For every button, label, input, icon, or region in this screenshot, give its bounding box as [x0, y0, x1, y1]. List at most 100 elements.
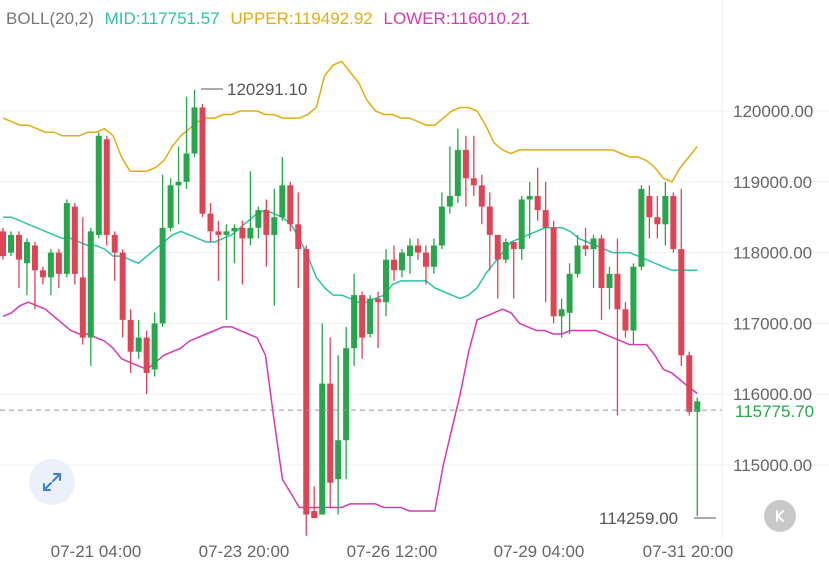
- candle: [247, 171, 254, 246]
- candle: [670, 192, 677, 253]
- candle: [151, 312, 158, 377]
- candle: [598, 234, 605, 320]
- band-mid: [3, 209, 698, 303]
- candle-body: [375, 298, 382, 303]
- candle-body: [486, 206, 493, 235]
- candle-body: [199, 107, 206, 214]
- candle-body: [151, 323, 158, 370]
- candle-body: [414, 245, 421, 253]
- candle-body: [622, 309, 629, 331]
- candle: [71, 203, 78, 285]
- candle: [526, 181, 533, 239]
- candle: [255, 206, 262, 239]
- y-tick-label: 119000.00: [733, 173, 812, 192]
- x-axis-ticks: 07-21 04:00 07-23 20:00 07-26 12:00 07-29 0…: [51, 542, 734, 561]
- candle: [15, 231, 22, 288]
- candle: [566, 263, 573, 335]
- candle-body: [478, 185, 485, 207]
- candle-body: [367, 298, 374, 335]
- candle: [582, 227, 589, 257]
- candle-body: [47, 252, 54, 278]
- candle: [271, 188, 278, 306]
- candle-body: [630, 266, 637, 331]
- candle-body: [87, 231, 94, 338]
- candle-body: [670, 195, 677, 250]
- candle: [279, 157, 286, 221]
- candle-body: [454, 149, 461, 196]
- candle: [183, 96, 190, 189]
- candle-body: [558, 309, 565, 317]
- candle-body: [31, 245, 38, 271]
- candle: [223, 224, 230, 320]
- candle-body: [335, 440, 342, 480]
- candle-body: [23, 241, 30, 264]
- candle-body: [279, 185, 286, 218]
- candle: [478, 174, 485, 225]
- candle: [399, 249, 405, 278]
- current-price-label: 115775.70: [735, 402, 814, 421]
- candle: [319, 323, 326, 515]
- candle: [127, 309, 134, 373]
- candle: [614, 238, 621, 416]
- candle: [39, 266, 46, 285]
- candle: [686, 351, 693, 416]
- candle: [95, 132, 102, 239]
- candle: [191, 89, 198, 158]
- candle-body: [686, 355, 693, 412]
- candle-body: [191, 107, 198, 154]
- candle-body: [550, 227, 557, 317]
- candle: [231, 224, 238, 264]
- candle: [606, 266, 613, 310]
- candle-body: [351, 295, 358, 349]
- candle: [23, 238, 30, 296]
- candle: [143, 330, 150, 395]
- candle-body: [646, 195, 653, 218]
- candle-body: [135, 337, 142, 352]
- y-tick-label: 118000.00: [733, 244, 812, 263]
- candle-body: [422, 252, 429, 267]
- y-tick-label: 120000.00: [733, 102, 813, 121]
- candle-body: [183, 153, 190, 182]
- x-tick-label: 07-21 04:00: [51, 542, 142, 561]
- candle-body: [39, 270, 46, 278]
- candle: [678, 188, 685, 366]
- indicator-legend: BOLL(20,2) MID:117751.57 UPPER:119492.92…: [6, 9, 536, 29]
- candle-body: [598, 238, 605, 288]
- candle-body: [510, 241, 517, 250]
- candle-body: [239, 227, 246, 239]
- band-lower: [2, 301, 698, 512]
- candle: [343, 326, 350, 480]
- candle-body: [0, 231, 6, 257]
- candle-body: [406, 245, 413, 257]
- chevron-left-icon: [776, 510, 784, 522]
- candle-body: [654, 217, 661, 225]
- expand-button[interactable]: [29, 459, 75, 505]
- candle: [590, 234, 597, 288]
- candle-body: [582, 245, 589, 250]
- bollinger-bands: [2, 60, 698, 512]
- candle-body: [167, 185, 174, 228]
- scroll-to-latest-button[interactable]: [764, 500, 796, 532]
- candle-body: [263, 210, 270, 235]
- y-axis-ticks: 120000.00 119000.00 118000.00 117000.00 1160…: [733, 102, 813, 475]
- candle-body: [566, 273, 573, 313]
- candle-body: [15, 234, 22, 260]
- candle: [638, 185, 645, 271]
- candle: [263, 199, 270, 267]
- candle: [486, 192, 493, 271]
- candle-body: [287, 185, 294, 225]
- candle-body: [502, 241, 509, 260]
- candle: [446, 146, 453, 214]
- candle-body: [430, 245, 437, 267]
- candle-body: [55, 252, 62, 274]
- candle-body: [399, 252, 405, 271]
- candle: [391, 245, 398, 281]
- candle-body: [470, 178, 477, 186]
- candle-body: [494, 234, 501, 260]
- candle: [462, 135, 469, 207]
- candle: [510, 241, 517, 299]
- candle-body: [534, 195, 541, 211]
- x-tick-label: 07-26 12:00: [347, 542, 438, 561]
- candle-body: [255, 210, 262, 228]
